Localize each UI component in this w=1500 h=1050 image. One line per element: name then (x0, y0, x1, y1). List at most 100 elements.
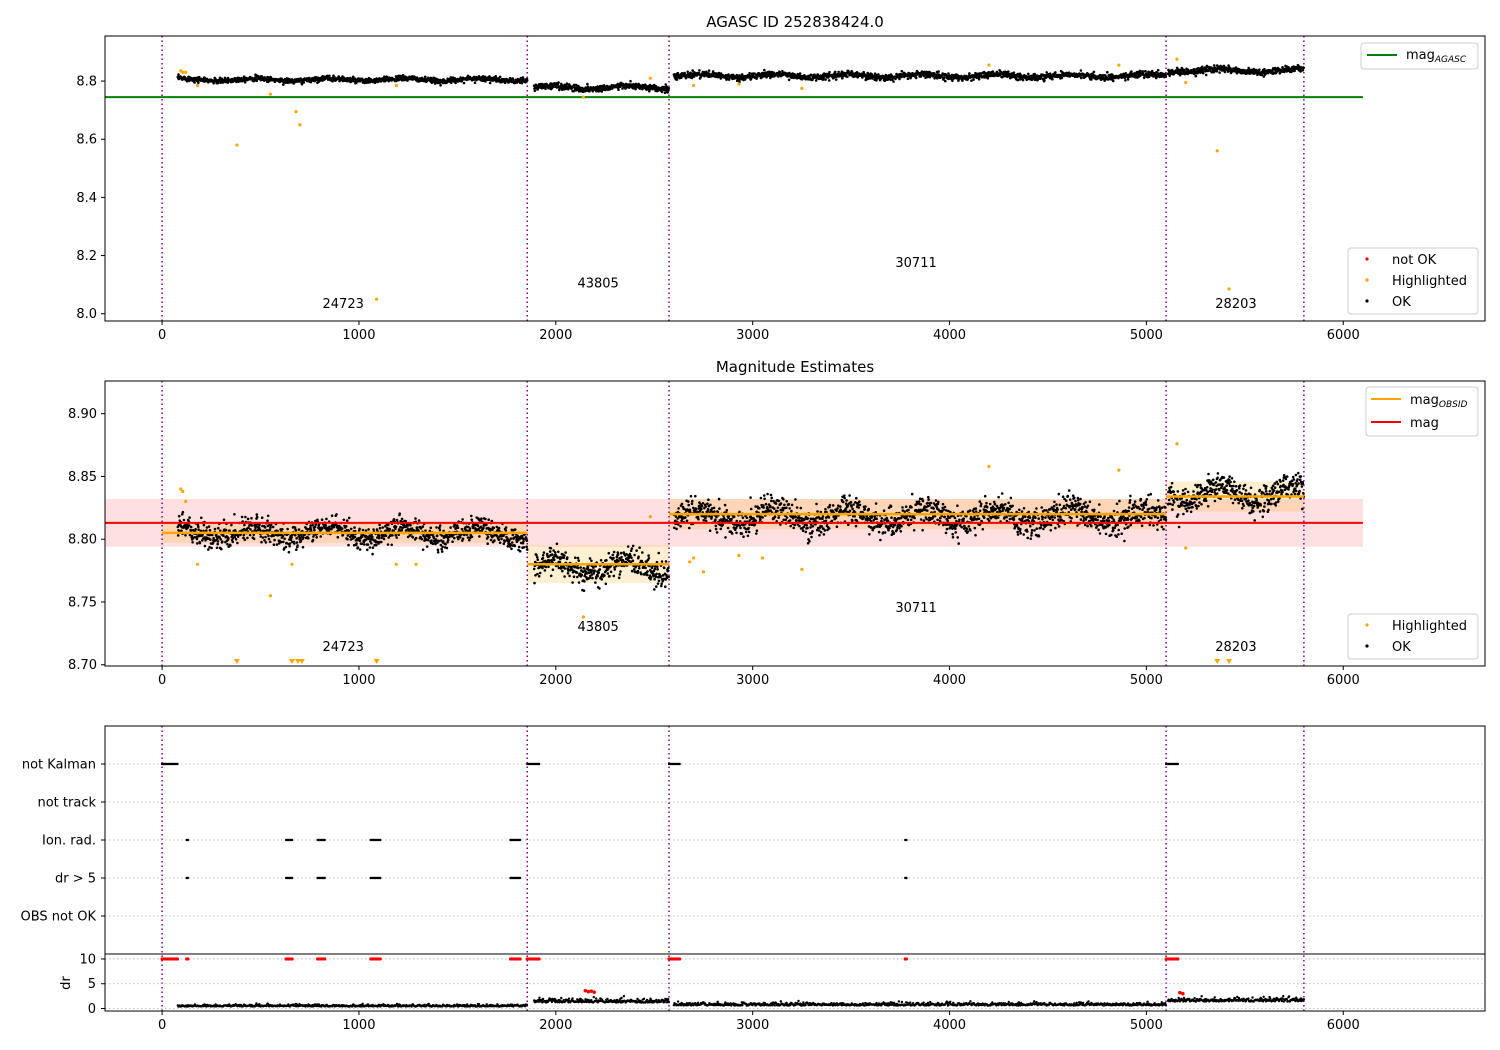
x-tick-label: 3000 (736, 328, 769, 343)
ok-point (180, 529, 183, 532)
ok-point (597, 571, 600, 574)
ok-point (197, 528, 200, 531)
panel2-title: Magnitude Estimates (716, 358, 874, 376)
ok-point (1126, 78, 1130, 81)
ok-point (497, 526, 501, 530)
ok-point (371, 552, 374, 556)
ok-point (468, 538, 471, 542)
ok-point (287, 550, 291, 554)
ok-point (1204, 73, 1208, 77)
ok-point (264, 541, 268, 544)
ok-point (536, 558, 540, 561)
ok-point (1079, 69, 1083, 72)
ok-point (250, 516, 253, 520)
ok-point (484, 80, 487, 83)
ok-point (617, 88, 620, 91)
ok-point (656, 568, 659, 571)
ok-point (181, 510, 185, 514)
ok-point (177, 73, 180, 76)
ok-point (700, 504, 704, 508)
ok-point (446, 538, 450, 542)
ok-point (233, 513, 236, 516)
ok-point (687, 500, 690, 503)
ok-point (715, 531, 719, 534)
ok-point (708, 529, 712, 532)
ok-point (1043, 78, 1046, 82)
ok-point (295, 541, 299, 544)
ok-point (454, 81, 457, 85)
ok-point (395, 536, 399, 539)
ok-point (606, 572, 610, 575)
ok-point (647, 554, 650, 557)
ok-point (358, 539, 362, 543)
ok-point (216, 540, 220, 543)
ok-point (311, 538, 315, 542)
ok-point (834, 78, 838, 81)
ok-point (384, 534, 388, 538)
ok-point (673, 526, 676, 530)
ok-point (598, 587, 601, 590)
ok-point (564, 551, 567, 554)
ok-point (307, 537, 310, 540)
ok-point (827, 79, 831, 82)
ok-point (630, 547, 634, 550)
ok-point (1258, 68, 1261, 71)
ok-point (450, 81, 453, 84)
ok-point (709, 503, 712, 507)
ok-point (629, 549, 633, 552)
highlighted-point (1175, 57, 1179, 61)
ok-point (377, 536, 381, 540)
ok-point (1060, 76, 1064, 79)
ok-point (347, 543, 350, 547)
ok-point (657, 551, 660, 555)
ok-point (510, 541, 514, 544)
ok-point (714, 518, 717, 521)
ok-point (675, 527, 678, 531)
ok-point (1079, 76, 1083, 80)
ok-point (313, 525, 317, 529)
ok-point (345, 519, 349, 522)
y-tick-label: 8.8 (76, 75, 97, 90)
ok-point (513, 544, 517, 548)
ok-point (714, 527, 718, 531)
ok-point (637, 555, 640, 559)
ok-point (1223, 70, 1227, 74)
ok-point (592, 566, 595, 569)
highlighted-point (294, 110, 298, 114)
ok-point (694, 494, 697, 498)
ok-point (629, 79, 632, 83)
ok-point (213, 527, 217, 531)
ok-point (616, 553, 620, 556)
ok-point (824, 78, 827, 81)
ok-point (603, 574, 606, 577)
ok-point (565, 82, 569, 85)
ok-point (583, 580, 586, 583)
obsid-label: 30711 (895, 256, 936, 271)
ok-point (566, 572, 570, 575)
ok-point (337, 75, 341, 78)
ok-point (378, 534, 381, 537)
ok-point (654, 575, 658, 579)
ok-point (259, 529, 262, 532)
ok-point (635, 549, 638, 552)
ok-point (521, 76, 525, 79)
panel1-legend-lines: magAGASC (1360, 42, 1479, 70)
ok-point (336, 535, 340, 539)
ok-point (676, 71, 680, 75)
ok-point (619, 570, 622, 573)
ok-point (320, 518, 324, 521)
ok-point (664, 585, 667, 588)
ok-point (346, 534, 350, 537)
ok-point (646, 573, 649, 577)
ok-point (634, 82, 638, 86)
ok-point (486, 535, 490, 539)
highlighted-point (184, 70, 188, 74)
ok-point (266, 519, 269, 522)
ok-point (577, 581, 581, 584)
ok-point (620, 555, 623, 559)
ok-point (677, 507, 680, 510)
ok-point (553, 551, 557, 554)
ok-point (424, 529, 427, 532)
ok-point (542, 551, 546, 554)
ok-point (260, 75, 264, 78)
